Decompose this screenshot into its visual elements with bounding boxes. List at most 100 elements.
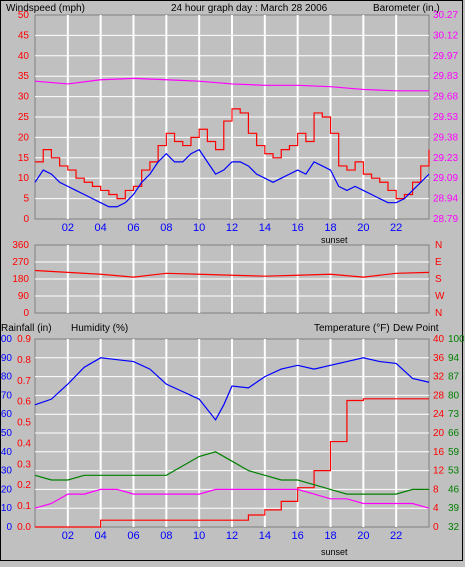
barometer-axis-tick: 30.27 — [433, 10, 458, 21]
bottom-x-tick: 02 — [62, 530, 74, 542]
temperature-axis-tick: 36 — [433, 353, 445, 364]
compass-axis-tick: E — [435, 257, 442, 268]
temperature-axis-tick: 32 — [433, 372, 445, 383]
rainfall-header: Rainfall (in) — [1, 323, 52, 334]
rain-axis-tick: 0.6 — [17, 397, 31, 408]
rain-axis-tick: 0.5 — [17, 418, 31, 429]
temperature-axis-tick: 40 — [433, 334, 445, 345]
barometer-axis-tick: 29.83 — [433, 71, 458, 82]
rain-axis-tick: 0.9 — [17, 334, 31, 345]
temperature-header: Temperature (°F) — [314, 323, 390, 334]
temperature-line — [34, 451, 429, 495]
rain-axis-tick: 0.7 — [17, 376, 31, 387]
humidity-axis-tick: 100 — [1, 334, 12, 345]
dewpoint-axis-tick: 80 — [448, 390, 460, 401]
dewpoint-axis-tick: 53 — [448, 466, 460, 477]
windspeed-panel-grid — [34, 14, 430, 220]
windspeed-axis-tick: 0 — [23, 214, 29, 225]
dewpoint-axis-tick: 87 — [448, 372, 460, 383]
compass-axis-tick: S — [435, 274, 442, 285]
rain-axis-tick: 0.2 — [17, 480, 31, 491]
bottom-x-tick: 22 — [390, 530, 402, 542]
wind-direction-line — [34, 269, 430, 278]
windspeed-axis-tick: 45 — [18, 30, 30, 41]
humidity-axis-tick: 60 — [1, 409, 12, 420]
temperature-axis-tick: 16 — [433, 447, 445, 458]
barometer-axis-tick: 29.23 — [433, 153, 458, 164]
direction-axis-tick: 270 — [12, 257, 29, 268]
top-x-tick: 18 — [324, 222, 336, 234]
compass-axis-tick: N — [435, 308, 442, 319]
barometer-axis-tick: 29.53 — [433, 112, 458, 123]
windspeed-axis-tick: 40 — [18, 51, 30, 62]
bottom-x-tick: 04 — [95, 530, 107, 542]
dewpoint-axis-tick: 94 — [448, 353, 460, 364]
axis-labels: 0510152025303540455028.7928.9429.0929.23… — [0, 10, 465, 542]
top-x-tick: 02 — [62, 222, 74, 234]
top-x-tick: 12 — [226, 222, 238, 234]
temperature-axis-tick: 28 — [433, 390, 445, 401]
bottom-x-tick: 16 — [292, 530, 304, 542]
barometer-axis-tick: 29.68 — [433, 92, 458, 103]
series-layer — [34, 77, 430, 528]
dewpoint-axis-tick: 66 — [448, 428, 460, 439]
direction-axis-tick: 0 — [23, 308, 29, 319]
bottom-x-tick: 10 — [193, 530, 205, 542]
barometer-axis-tick: 28.79 — [433, 214, 458, 225]
barometer-axis-tick: 28.94 — [433, 194, 458, 205]
top-x-tick: 04 — [95, 222, 107, 234]
windspeed-axis-tick: 25 — [18, 112, 30, 123]
rainfall-line — [35, 398, 429, 528]
bottom-x-tick: 18 — [324, 530, 336, 542]
rain-axis-tick: 0.1 — [17, 501, 31, 512]
direction-axis-tick: 90 — [18, 291, 30, 302]
rain-humidity-panel-grid — [34, 338, 430, 528]
rain-axis-tick: 0.0 — [17, 522, 31, 533]
windspeed-gust-line — [35, 108, 430, 200]
temperature-axis-tick: 8 — [433, 484, 439, 495]
windspeed-axis-tick: 20 — [18, 132, 30, 143]
humidity-axis-tick: 0 — [6, 522, 12, 533]
compass-axis-tick: W — [435, 291, 445, 302]
temperature-axis-tick: 20 — [433, 428, 445, 439]
humidity-axis-tick: 80 — [1, 372, 12, 383]
humidity-axis-tick: 10 — [1, 503, 12, 514]
bottom-x-tick: 14 — [259, 530, 271, 542]
windspeed-axis-tick: 10 — [18, 173, 30, 184]
direction-axis-tick: 180 — [12, 274, 29, 285]
humidity-axis-tick: 90 — [1, 353, 12, 364]
dewpoint-axis-tick: 46 — [448, 484, 460, 495]
temperature-axis-tick: 0 — [433, 522, 439, 533]
humidity-axis-tick: 20 — [1, 484, 12, 495]
dewpoint-axis-tick: 32 — [448, 522, 460, 533]
windspeed-header: Windspeed (mph) — [6, 3, 85, 14]
compass-axis-tick: N — [435, 240, 442, 251]
humidity-axis-tick: 70 — [1, 390, 12, 401]
direction-panel-grid — [34, 244, 430, 314]
windspeed-axis-tick: 15 — [18, 153, 30, 164]
sunset-label-top: sunset — [321, 235, 348, 245]
barometer-axis-tick: 29.97 — [433, 51, 458, 62]
top-x-tick: 10 — [193, 222, 205, 234]
barometer-axis-tick: 29.38 — [433, 132, 458, 143]
barometer-axis-tick: 30.12 — [433, 30, 458, 41]
top-x-tick: 20 — [357, 222, 369, 234]
rain-axis-tick: 0.8 — [17, 355, 31, 366]
rain-axis-tick: 0.3 — [17, 459, 31, 470]
sunset-label-bottom: sunset — [321, 547, 348, 557]
humidity-line — [34, 357, 430, 421]
dewpoint-axis-tick: 100 — [448, 334, 464, 345]
top-x-tick: 06 — [127, 222, 139, 234]
windspeed-axis-tick: 50 — [18, 10, 30, 21]
humidity-axis-tick: 50 — [1, 428, 12, 439]
top-x-tick: 16 — [292, 222, 304, 234]
bottom-x-tick: 06 — [127, 530, 139, 542]
humidity-axis-tick: 40 — [1, 447, 12, 458]
windspeed-axis-tick: 30 — [18, 92, 30, 103]
windspeed-axis-tick: 35 — [18, 71, 30, 82]
dewpoint-axis-tick: 73 — [448, 409, 460, 420]
bottom-x-tick: 08 — [160, 530, 172, 542]
dewpoint-axis-tick: 39 — [448, 503, 460, 514]
barometer-axis-tick: 29.09 — [433, 173, 458, 184]
